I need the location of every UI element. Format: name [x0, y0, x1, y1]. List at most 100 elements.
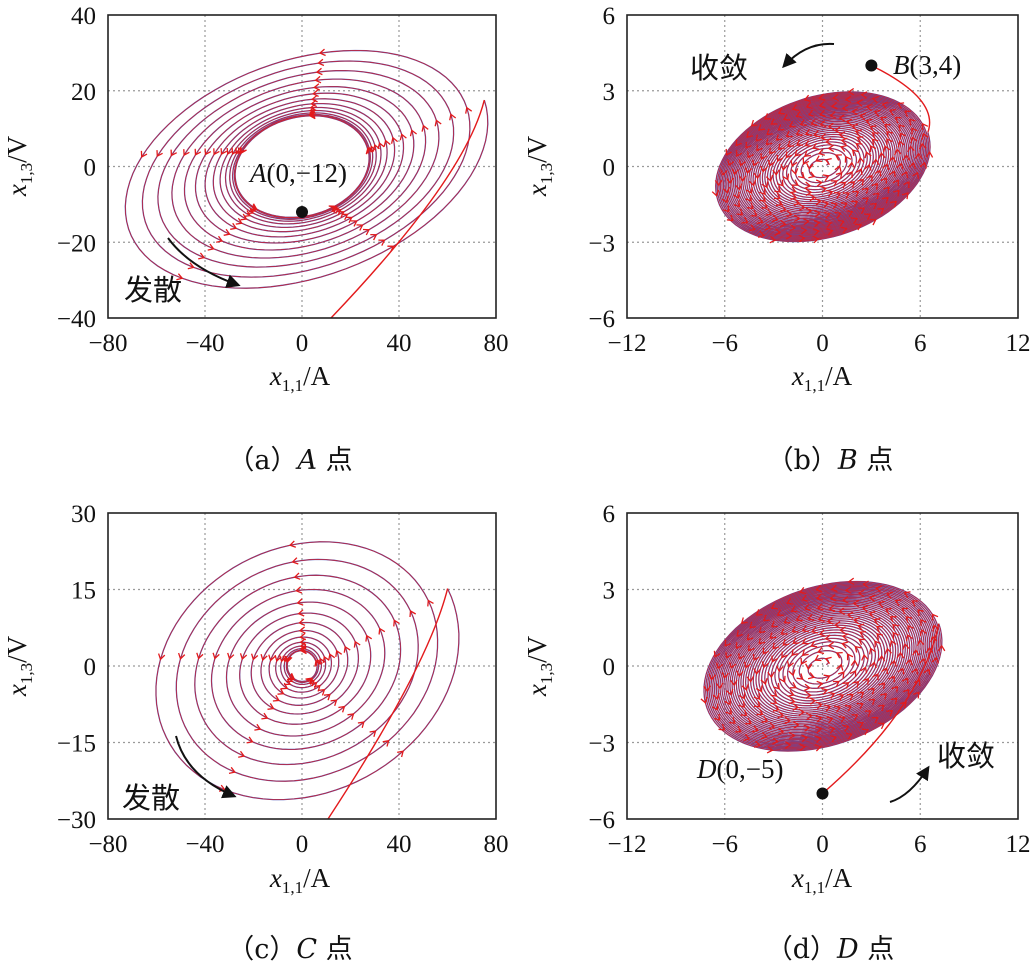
panel-b-flow-arrow [855, 142, 863, 150]
panel-d-flow-arrow [753, 700, 761, 708]
panel-d-flow-arrow [824, 704, 832, 712]
panel-b-xtick-label: 6 [914, 330, 927, 357]
panel-d-flow-arrow [766, 745, 774, 754]
panel-b-ytick-label: −6 [588, 306, 615, 333]
panel-d-flow-arrow [845, 732, 853, 740]
panel-c-flow-arrow [305, 677, 313, 685]
panel-b-flow-arrow [755, 134, 763, 142]
panel-b-flow-arrow [871, 158, 880, 166]
panel-d-flow-arrow [751, 725, 759, 733]
panel-c-flow-arrow [238, 750, 246, 758]
panel-b-flow-arrow [805, 207, 813, 215]
panel-d-flow-arrow [786, 597, 794, 605]
panel-b-flow-arrow [874, 169, 882, 177]
panel-d-flow-arrow [761, 661, 769, 669]
panel-d-flow-arrow [905, 616, 913, 623]
panel-a-flow-arrow [312, 89, 319, 97]
panel-b-flow-arrow [767, 159, 775, 167]
panel-a-flow-arrow [204, 148, 212, 156]
panel-b-flow-arrow [802, 157, 810, 166]
panel-d-flow-arrow [807, 672, 816, 680]
panel-d-flow-arrow [817, 614, 825, 623]
panel-b-flow-arrow [840, 202, 848, 209]
panel-c-flow-arrow [287, 672, 296, 680]
panel-b-flow-arrow [823, 211, 831, 219]
panel-b-flow-arrow [795, 129, 803, 136]
panel-d-flow-arrow [805, 691, 813, 699]
panel-b-frame [626, 14, 1019, 319]
panel-d-flow-arrow [874, 640, 881, 648]
panel-c-flow-arrow [212, 652, 220, 660]
panel-d-flow-arrow [715, 682, 724, 690]
panel-c-flow-arrow [284, 678, 292, 686]
panel-d-flow-arrow [900, 701, 907, 709]
panel-a-flow-arrow [337, 211, 345, 218]
panel-d-flow-arrow [762, 647, 770, 655]
panel-b-flow-arrow [794, 149, 802, 157]
panel-c-ytick-label: 0 [84, 654, 97, 681]
panel-b-flow-arrow [814, 210, 821, 218]
panel-a-xtick-label: −80 [88, 330, 127, 357]
panel-d-flow-arrow [829, 734, 838, 743]
panel-b-flow-arrow [857, 178, 865, 186]
panel-b-flow-arrow [773, 192, 782, 200]
panel-b-xlabel: x1,1/A [791, 361, 853, 395]
panel-b-flow-arrow [747, 151, 754, 159]
panel-d-flow-arrow [889, 639, 897, 648]
panel-b-flow-arrow [822, 174, 830, 182]
panel-c-xtick-label: 0 [296, 831, 309, 858]
panel-d-flow-arrow [877, 654, 886, 662]
panel-d-flow-arrow [826, 617, 834, 625]
panel-a-flow-arrow [308, 111, 316, 119]
panel-d-flow-arrow [846, 653, 854, 661]
panel-c-flow-arrow [313, 684, 321, 692]
panel-c-flow-arrow [228, 766, 236, 775]
panel-a-ytick-label: 40 [71, 3, 96, 30]
panel-c-flow-arrow [369, 730, 377, 737]
panel-b-flow-arrow [861, 187, 869, 195]
panel-b-flow-arrow [789, 186, 797, 194]
panel-d-flow-arrow [810, 626, 819, 634]
panel-c-xtick-label: 80 [484, 831, 509, 858]
panel-a-flow-arrow [223, 228, 231, 236]
panel-a-annotation: 发散 [124, 273, 182, 307]
panel-a-start-label: A(0,−12) [248, 158, 347, 188]
panel-d-xlabel: x1,1/A [791, 863, 853, 897]
panel-b-flow-arrow [812, 235, 820, 244]
panel-d-flow-arrow [815, 726, 823, 734]
panel-c-xtick-label: 40 [387, 831, 412, 858]
panel-d-flow-arrow [730, 679, 738, 687]
panel-c-ylabel: x1,3/V [2, 635, 36, 697]
panel-b-flow-arrow [911, 127, 918, 135]
panel-c-flow-arrow [353, 640, 361, 648]
panel-b-flow-arrow [881, 196, 889, 204]
panel-a-flow-arrow [140, 150, 148, 158]
panel-d-flow-arrow [725, 707, 733, 715]
panel-b-flow-arrow [857, 156, 865, 164]
panel-b-flow-arrow [775, 199, 784, 207]
panel-c-frame [107, 512, 497, 820]
panel-d-flow-arrow [760, 678, 768, 686]
panel-b-trajectory [711, 64, 934, 244]
panel-b-flow-arrow [869, 125, 877, 133]
panel-b-flow-arrow [914, 152, 923, 160]
panel-d-flow-arrow [844, 586, 852, 594]
panel-a-flow-arrow [250, 203, 258, 211]
panel-d-flow-arrow [838, 607, 846, 615]
panel-a-flow-arrow [248, 205, 257, 213]
panel-a-flow-arrow [366, 146, 375, 154]
panel-d-flow-arrow [725, 651, 732, 659]
panel-d-flow-arrow [792, 703, 800, 711]
panel-b-flow-arrow [842, 192, 850, 199]
panel-d-flow-arrow [911, 600, 919, 607]
panel-b-flow-arrow [745, 194, 752, 202]
panel-d-flow-arrow [896, 651, 905, 659]
panel-c-flow-arrow [260, 654, 268, 662]
panel-b-flow-arrow [756, 217, 764, 225]
panel-d-flow-arrow [791, 649, 798, 657]
panel-a-flow-arrow [421, 124, 429, 132]
panel-b-flow-arrow [803, 150, 811, 157]
panel-a-flow-arrow [356, 224, 364, 231]
panel-b-flow-arrow [799, 119, 807, 127]
